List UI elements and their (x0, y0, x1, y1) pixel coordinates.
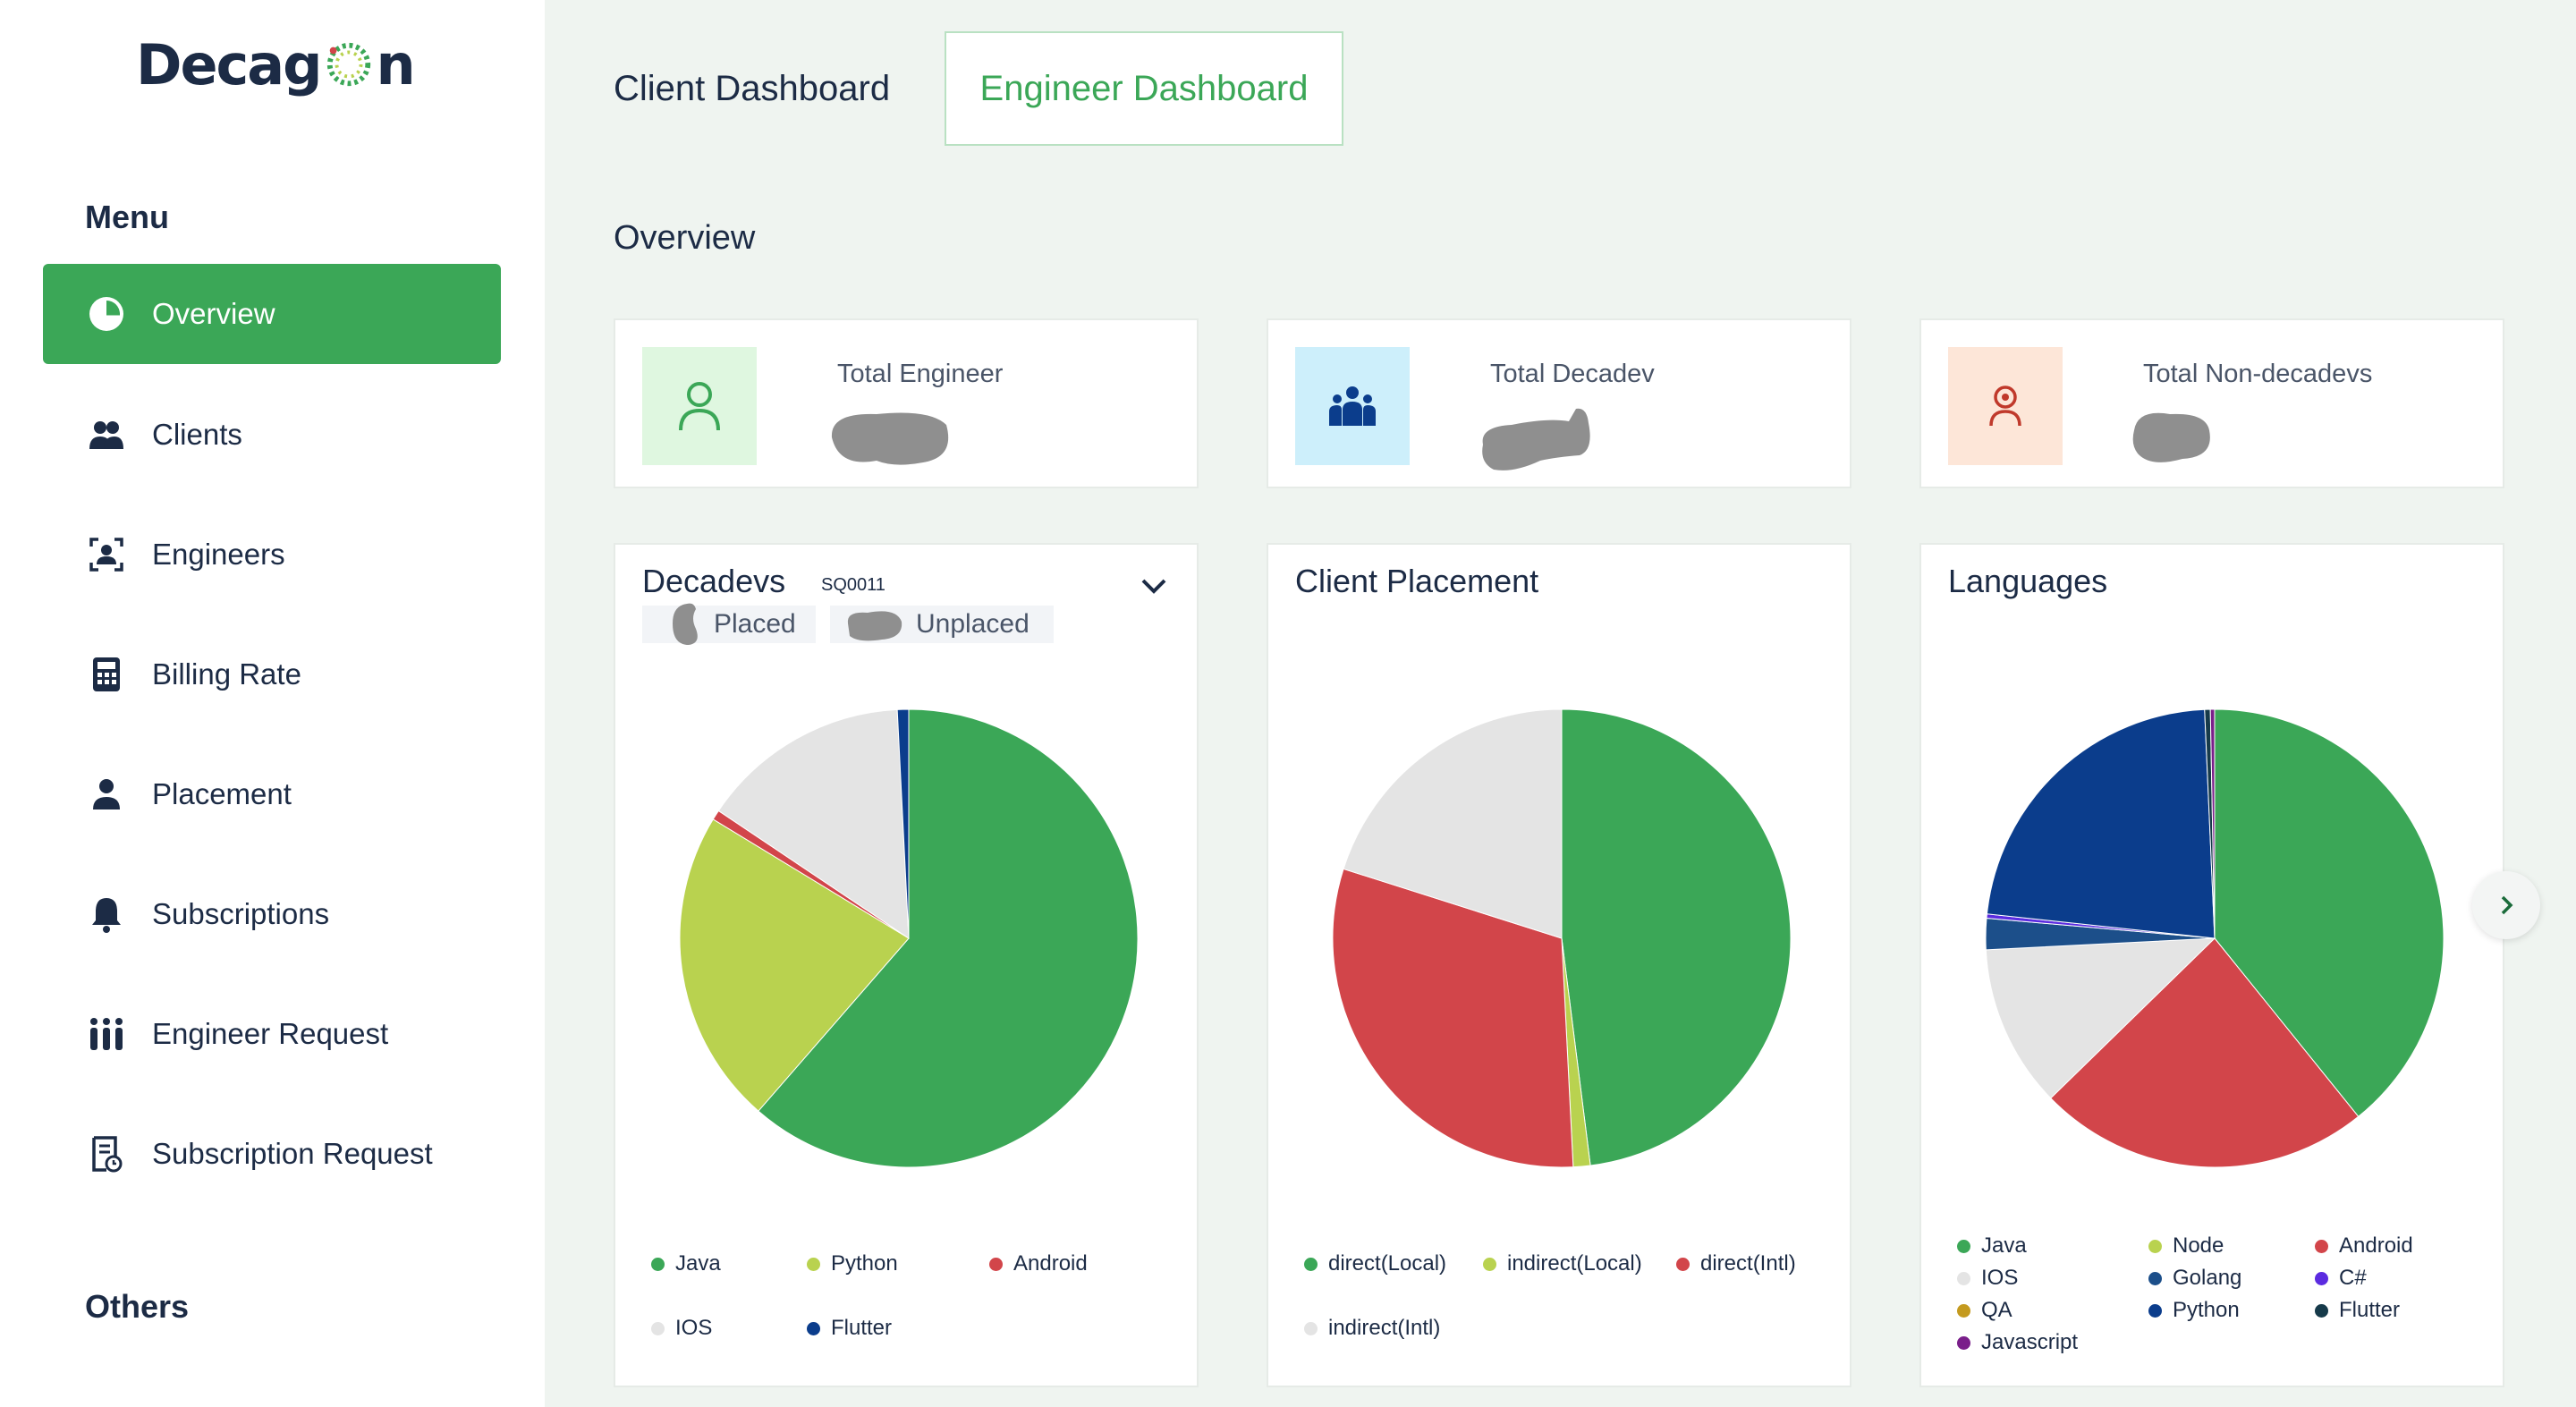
sidebar-item-subscription-request[interactable]: Subscription Request (43, 1104, 501, 1204)
filter-placed[interactable]: Placed (642, 603, 816, 645)
id-badge-icon (86, 534, 127, 575)
pie-slice-ios[interactable] (1985, 937, 2216, 1099)
person-target-icon (1948, 347, 2063, 465)
sidebar-item-subscriptions[interactable]: Subscriptions (43, 864, 501, 964)
pie-slice-direct-intl-[interactable] (1332, 868, 1574, 1168)
pie-slice-java[interactable] (2214, 708, 2445, 1117)
team-icon (1295, 347, 1410, 465)
tab-client-dashboard[interactable]: Client Dashboard (614, 68, 891, 108)
stat-value-redacted (831, 412, 949, 465)
legend-item-direct-intl[interactable]: direct(Intl) (1676, 1251, 1796, 1276)
people-group-icon (86, 1013, 127, 1055)
legend-item-android[interactable]: Android (989, 1251, 1088, 1276)
sidebar-item-label: Subscriptions (152, 897, 330, 930)
sidebar-item-engineers[interactable]: Engineers (43, 504, 501, 605)
pie-chart-languages (1985, 708, 2445, 1168)
carousel-next-button[interactable] (2472, 871, 2540, 939)
others-heading: Others (85, 1288, 190, 1325)
pie-chart-decadevs (679, 708, 1139, 1168)
chart-title: Client Placement (1295, 563, 1539, 599)
pie-slice-python[interactable] (679, 818, 910, 1112)
legend-item-csharp[interactable]: C# (2315, 1266, 2367, 1291)
filter-unplaced[interactable]: Unplaced (830, 606, 1054, 643)
brand-name-left: Decag (136, 31, 322, 97)
sidebar-item-label: Billing Rate (152, 657, 301, 691)
pie-slice-flutter[interactable] (896, 708, 910, 939)
legend-item-android[interactable]: Android (2315, 1233, 2413, 1259)
sidebar-item-label: Engineer Request (152, 1017, 389, 1050)
chart-card-decadevs: Decadevs SQ0011 Placed Unplaced Java Pyt… (614, 543, 1199, 1387)
sidebar-item-billing-rate[interactable]: Billing Rate (43, 624, 501, 725)
person-outline-icon (642, 347, 757, 465)
legend-item-indirect-intl[interactable]: indirect(Intl) (1304, 1316, 1440, 1341)
chart-title: Languages (1948, 563, 2108, 599)
stat-card-total-decadev: Total Decadev (1267, 318, 1852, 488)
legend-item-java[interactable]: Java (1957, 1233, 2027, 1259)
brand-logo[interactable]: Decag n (136, 29, 416, 100)
pie-slice-java[interactable] (758, 708, 1139, 1168)
legend-item-javascript[interactable]: Javascript (1957, 1330, 2078, 1355)
user-icon (86, 774, 127, 815)
chevron-down-icon[interactable] (1138, 570, 1170, 602)
pie-slice-javascript[interactable] (2209, 708, 2216, 939)
bell-icon (86, 894, 127, 935)
legend-item-ios[interactable]: IOS (651, 1316, 712, 1341)
pie-slice-android[interactable] (2050, 937, 2360, 1168)
pie-chart-icon (86, 293, 127, 335)
stat-label: Total Non-decadevs (2143, 360, 2373, 388)
legend-item-python[interactable]: Python (807, 1251, 898, 1276)
filter-label: Unplaced (916, 609, 1030, 639)
legend-item-indirect-local[interactable]: indirect(Local) (1483, 1251, 1642, 1276)
pie-chart-client-placement (1332, 708, 1792, 1168)
sidebar-item-label: Overview (152, 297, 275, 330)
sidebar-item-label: Subscription Request (152, 1137, 433, 1170)
sidebar-item-label: Clients (152, 418, 242, 451)
users-icon (86, 414, 127, 455)
chart-card-languages: Languages Java Node Android IOS Golang C… (1919, 543, 2504, 1387)
sidebar-item-label: Placement (152, 777, 292, 810)
legend-item-java[interactable]: Java (651, 1251, 721, 1276)
cohort-label: SQ0011 (821, 575, 886, 595)
sidebar-item-overview[interactable]: Overview (43, 264, 501, 364)
legend-item-flutter[interactable]: Flutter (2315, 1298, 2400, 1323)
legend-item-node[interactable]: Node (2148, 1233, 2224, 1259)
filter-label: Placed (714, 609, 796, 639)
pie-slice-python[interactable] (1986, 708, 2216, 939)
legend-item-direct-local[interactable]: direct(Local) (1304, 1251, 1446, 1276)
legend-item-flutter[interactable]: Flutter (807, 1316, 892, 1341)
stat-label: Total Engineer (837, 360, 1004, 388)
sidebar-item-label: Engineers (152, 538, 285, 571)
sidebar: Decag n Menu Overview Clients Engineers (0, 0, 545, 1407)
chart-card-client-placement: Client Placement direct(Local) indirect(… (1267, 543, 1852, 1387)
redacted-count (847, 611, 902, 641)
legend-item-golang[interactable]: Golang (2148, 1266, 2241, 1291)
stat-card-total-engineer: Total Engineer (614, 318, 1199, 488)
legend-item-python[interactable]: Python (2148, 1298, 2240, 1323)
page-title: Overview (614, 219, 756, 257)
stat-card-total-non-decadevs: Total Non-decadevs (1919, 318, 2504, 488)
redacted-count (673, 603, 698, 645)
stat-value-redacted (2132, 412, 2210, 462)
document-clock-icon (86, 1133, 127, 1174)
tab-engineer-dashboard[interactable]: Engineer Dashboard (945, 31, 1343, 146)
stat-value-redacted (1482, 408, 1590, 470)
chevron-right-icon (2501, 895, 2513, 915)
brand-name-right: n (376, 31, 416, 97)
legend-item-ios[interactable]: IOS (1957, 1266, 2018, 1291)
pie-slice-indirect-intl-[interactable] (1343, 708, 1563, 939)
logo-ring-icon (326, 42, 370, 87)
sidebar-item-clients[interactable]: Clients (43, 385, 501, 485)
sidebar-item-engineer-request[interactable]: Engineer Request (43, 984, 501, 1084)
pie-slice-direct-local-[interactable] (1561, 708, 1792, 1166)
sidebar-item-placement[interactable]: Placement (43, 744, 501, 844)
pie-slice-ios[interactable] (717, 708, 910, 939)
menu-heading: Menu (85, 199, 169, 235)
stat-label: Total Decadev (1490, 360, 1655, 388)
chart-title: Decadevs (642, 563, 786, 599)
calculator-icon (86, 654, 127, 695)
legend-item-qa[interactable]: QA (1957, 1298, 2012, 1323)
